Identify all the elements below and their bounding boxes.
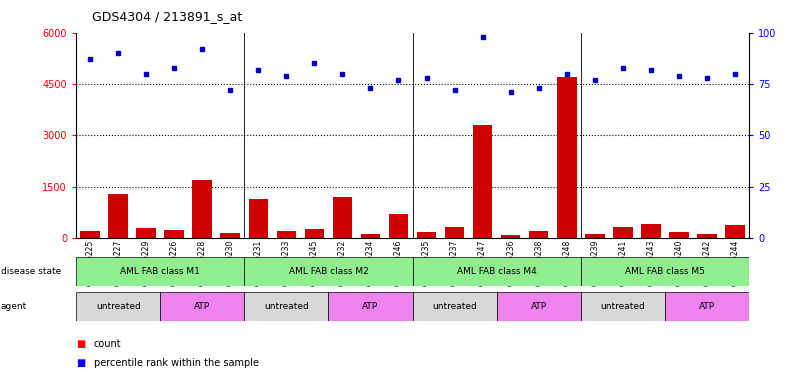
- Text: untreated: untreated: [264, 302, 308, 311]
- Text: untreated: untreated: [433, 302, 477, 311]
- Bar: [497, 292, 581, 321]
- Bar: [417, 232, 437, 238]
- Text: count: count: [94, 339, 121, 349]
- Bar: [244, 292, 328, 321]
- Bar: [360, 234, 380, 238]
- Bar: [413, 257, 581, 286]
- Bar: [80, 231, 100, 238]
- Bar: [220, 233, 240, 238]
- Bar: [276, 231, 296, 238]
- Text: agent: agent: [1, 302, 27, 311]
- Text: percentile rank within the sample: percentile rank within the sample: [94, 358, 259, 368]
- Text: ■: ■: [76, 339, 86, 349]
- Bar: [473, 125, 493, 238]
- Bar: [669, 232, 689, 238]
- Text: GDS4304 / 213891_s_at: GDS4304 / 213891_s_at: [92, 10, 243, 23]
- Bar: [445, 227, 465, 238]
- Text: ATP: ATP: [698, 302, 715, 311]
- Bar: [665, 292, 749, 321]
- Bar: [388, 214, 409, 238]
- Bar: [192, 180, 212, 238]
- Bar: [332, 197, 352, 238]
- Bar: [244, 257, 413, 286]
- Bar: [725, 225, 745, 238]
- Text: untreated: untreated: [96, 302, 140, 311]
- Text: AML FAB class M5: AML FAB class M5: [625, 267, 705, 276]
- Text: AML FAB class M4: AML FAB class M4: [457, 267, 537, 276]
- Text: ■: ■: [76, 358, 86, 368]
- Bar: [641, 224, 661, 238]
- Bar: [136, 228, 156, 238]
- Bar: [328, 292, 413, 321]
- Text: AML FAB class M1: AML FAB class M1: [120, 267, 200, 276]
- Bar: [529, 230, 549, 238]
- Bar: [581, 292, 665, 321]
- Bar: [108, 194, 128, 238]
- Text: ATP: ATP: [530, 302, 547, 311]
- Bar: [697, 234, 717, 238]
- Bar: [76, 257, 244, 286]
- Bar: [557, 77, 577, 238]
- Text: AML FAB class M2: AML FAB class M2: [288, 267, 368, 276]
- Bar: [581, 257, 749, 286]
- Bar: [613, 227, 633, 238]
- Bar: [164, 230, 184, 238]
- Bar: [76, 292, 160, 321]
- Text: untreated: untreated: [601, 302, 645, 311]
- Text: disease state: disease state: [1, 267, 61, 276]
- Bar: [501, 235, 521, 238]
- Bar: [248, 199, 268, 238]
- Bar: [160, 292, 244, 321]
- Bar: [413, 292, 497, 321]
- Bar: [585, 233, 605, 238]
- Bar: [304, 229, 324, 238]
- Text: ATP: ATP: [194, 302, 211, 311]
- Text: ATP: ATP: [362, 302, 379, 311]
